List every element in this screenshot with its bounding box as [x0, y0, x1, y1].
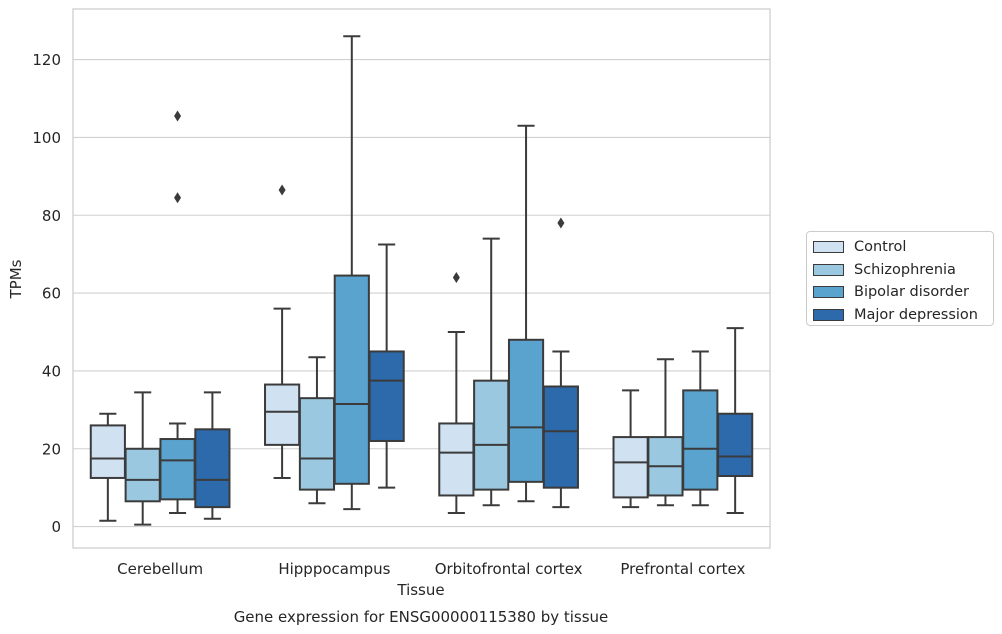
box	[717, 412, 754, 478]
box	[542, 385, 579, 489]
y-tick-label: 40	[42, 362, 61, 380]
x-tick-labels: Cerebellum Hipppocampus Orbitofrontal cort…	[117, 560, 745, 578]
outlier-point	[174, 110, 182, 122]
box	[264, 383, 301, 446]
legend: Control Schizophrenia Bipolar disorder Majo…	[806, 231, 994, 326]
legend-swatch	[813, 263, 844, 276]
outlier-point	[278, 184, 286, 196]
legend-label: Bipolar disorder	[854, 284, 969, 301]
x-tick-label: Orbitofrontal cortex	[435, 560, 583, 578]
chart-caption: Gene expression for ENSG00000115380 by t…	[234, 608, 609, 626]
series-bipolar-disorder	[159, 35, 719, 514]
legend-label: Schizophrenia	[854, 261, 956, 278]
legend-label: Control	[854, 239, 907, 256]
series-control	[89, 184, 649, 522]
legend-item: Control	[813, 236, 993, 259]
y-tick-labels: 0 20 40 60 80 100 120	[32, 51, 61, 536]
legend-swatch	[813, 286, 844, 299]
x-tick-label: Prefrontal cortex	[620, 560, 745, 578]
legend-label: Major depression	[854, 306, 978, 323]
legend-swatch	[813, 308, 844, 321]
outlier-point	[452, 272, 460, 284]
y-tick-label: 0	[51, 518, 61, 536]
box	[682, 389, 719, 491]
box	[368, 350, 405, 442]
plot-frame	[72, 8, 771, 549]
y-axis-label: TPMs	[7, 259, 25, 299]
box	[473, 379, 510, 491]
x-tick-label: Cerebellum	[117, 560, 203, 578]
box-series	[89, 35, 754, 526]
y-tick-label: 120	[32, 51, 61, 69]
x-axis-label: Tissue	[396, 581, 444, 599]
box	[194, 428, 231, 509]
y-tick-label: 60	[42, 285, 61, 303]
box	[333, 274, 370, 485]
box	[124, 447, 161, 503]
outlier-point	[557, 217, 565, 229]
y-tick-label: 100	[32, 129, 61, 147]
legend-item: Schizophrenia	[813, 259, 993, 282]
box	[159, 438, 196, 501]
legend-item: Bipolar disorder	[813, 281, 993, 304]
legend-item: Major depression	[813, 304, 993, 327]
x-tick-label: Hipppocampus	[278, 560, 390, 578]
box	[298, 397, 336, 491]
box	[612, 436, 649, 499]
y-tick-label: 80	[42, 207, 61, 225]
box	[89, 424, 126, 479]
series-major-depression	[194, 217, 754, 520]
box	[507, 338, 545, 483]
legend-swatch	[813, 241, 844, 254]
outlier-point	[174, 192, 182, 204]
y-tick-label: 20	[42, 440, 61, 458]
box	[438, 422, 475, 497]
